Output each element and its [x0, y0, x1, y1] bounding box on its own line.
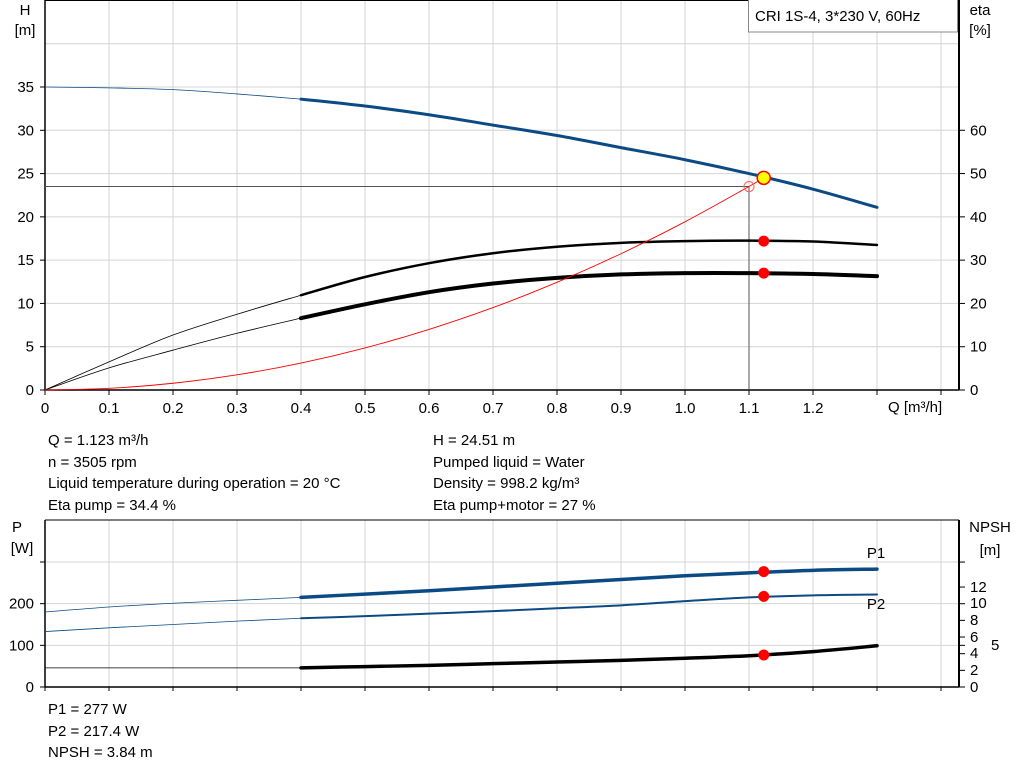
npsh-operating-marker: [758, 649, 770, 661]
p2-operating-marker: [758, 590, 770, 602]
y-right-tick-label: 2: [970, 661, 979, 679]
y-left-tick-label: 5: [26, 339, 34, 356]
y-right-tick-label: 5: [991, 636, 1000, 654]
p2-curve-extrapolated: [44, 617, 302, 632]
p2-curve: [300, 593, 878, 620]
info-flow: Q = 1.123 m³/h: [48, 432, 149, 449]
eta-pump-motor-curve: [299, 270, 879, 321]
y-left-tick-label: 35: [17, 79, 34, 96]
reference-point-marker: [743, 181, 755, 193]
info-speed: n = 3505 rpm: [48, 453, 137, 471]
y-left-tick-label: 30: [17, 122, 34, 139]
y-right-tick-label: 20: [970, 295, 987, 312]
eta-pump-motor-operating-marker: [758, 267, 770, 279]
y-left-tick-label: 15: [17, 252, 34, 269]
eta-pump-curve: [299, 239, 879, 297]
info-top-right: H = 24.51 m Pumped liquid = Water Densit…: [433, 430, 596, 516]
x-tick-label: 0.2: [163, 400, 184, 417]
y-right-tick-label: 8: [970, 611, 979, 629]
x-tick-label: 0.1: [99, 400, 120, 417]
y-left-axis-label: P: [12, 519, 22, 536]
operating-point-marker: [756, 170, 771, 186]
x-tick-label: 0.9: [611, 400, 632, 417]
info-pumped-liquid: Pumped liquid = Water: [433, 453, 585, 471]
head-curve: [299, 97, 879, 209]
y-left-axis-unit: [W]: [11, 540, 34, 557]
y-right-tick-label: 6: [970, 628, 979, 646]
p1-curve-extrapolated: [44, 597, 302, 613]
info-eta-pump: Eta pump = 34.4 %: [48, 496, 176, 514]
y-right-axis-label: eta: [970, 2, 992, 19]
y-left-tick-label: 100: [9, 637, 34, 654]
info-eta-pump-motor: Eta pump+motor = 27 %: [433, 496, 596, 514]
y-right-tick-label: 10: [970, 595, 987, 613]
p1-curve: [299, 567, 879, 600]
system-curve-line: [44, 177, 764, 391]
info-liquid-temperature: Liquid temperature during operation = 20…: [48, 475, 341, 492]
y-right-tick-label: 50: [970, 166, 987, 183]
y-right-tick-label: 0: [970, 382, 978, 399]
x-axis-label: Q [m³/h]: [888, 399, 942, 416]
x-tick-label: 0.6: [419, 400, 440, 417]
legend-title: CRI 1S-4, 3*230 V, 60Hz: [755, 8, 920, 25]
y-right-tick-label: 30: [970, 252, 987, 269]
x-tick-label: 1.0: [675, 400, 696, 417]
legend-box: [748, 0, 958, 33]
y-right-tick-label: 4: [970, 645, 979, 663]
y-left-axis-unit: [m]: [15, 22, 36, 39]
x-tick-label: 1.2: [803, 400, 824, 417]
x-tick-label: 0: [41, 400, 49, 417]
y-right-tick-label: 0: [970, 678, 979, 696]
y-right-tick-label: 40: [970, 209, 987, 226]
y-left-tick-label: 0: [26, 679, 34, 696]
eta-pump-curve-extrapolated: [44, 294, 302, 391]
p1-operating-marker: [758, 566, 770, 578]
y-left-tick-label: 25: [17, 166, 34, 183]
x-tick-label: 0.4: [291, 400, 312, 417]
p1-series-label: P1: [867, 545, 885, 562]
p2-series-label: P2: [867, 596, 885, 613]
head-curve-extrapolated: [44, 86, 302, 100]
eta-pump-operating-marker: [758, 235, 770, 247]
y-right-tick-label: 10: [970, 339, 987, 356]
y-right-axis-unit: [%]: [969, 22, 991, 39]
x-tick-label: 0.5: [355, 400, 376, 417]
x-tick-label: 0.8: [547, 400, 568, 417]
info-p1: P1 = 277 W: [48, 701, 127, 718]
x-tick-label: 0.3: [227, 400, 248, 417]
y-left-tick-label: 20: [17, 209, 34, 226]
y-right-axis-label: NPSH: [969, 519, 1011, 536]
x-tick-label: 1.1: [739, 400, 760, 417]
info-head: H = 24.51 m: [433, 432, 516, 449]
npsh-curve: [299, 644, 879, 670]
y-left-tick-label: 10: [17, 295, 34, 312]
y-right-tick-label: 60: [970, 122, 987, 139]
y-right-tick-label: 12: [970, 578, 987, 596]
y-left-tick-label: 200: [9, 596, 34, 613]
info-npsh: NPSH = 3.84 m: [48, 744, 153, 761]
y-right-axis-unit: [m]: [980, 542, 1001, 559]
info-bottom: P1 = 277 W P2 = 217.4 W NPSH = 3.84 m: [48, 699, 153, 764]
y-left-tick-label: 0: [26, 382, 34, 399]
info-p2: P2 = 217.4 W: [48, 722, 140, 740]
y-left-axis-label: H: [20, 2, 31, 19]
info-top-left: Q = 1.123 m³/h n = 3505 rpm Liquid tempe…: [48, 430, 340, 516]
eta-pump-motor-curve-extrapolated: [44, 317, 302, 391]
info-density: Density = 998.2 kg/m³: [433, 475, 580, 492]
x-tick-label: 0.7: [483, 400, 504, 417]
